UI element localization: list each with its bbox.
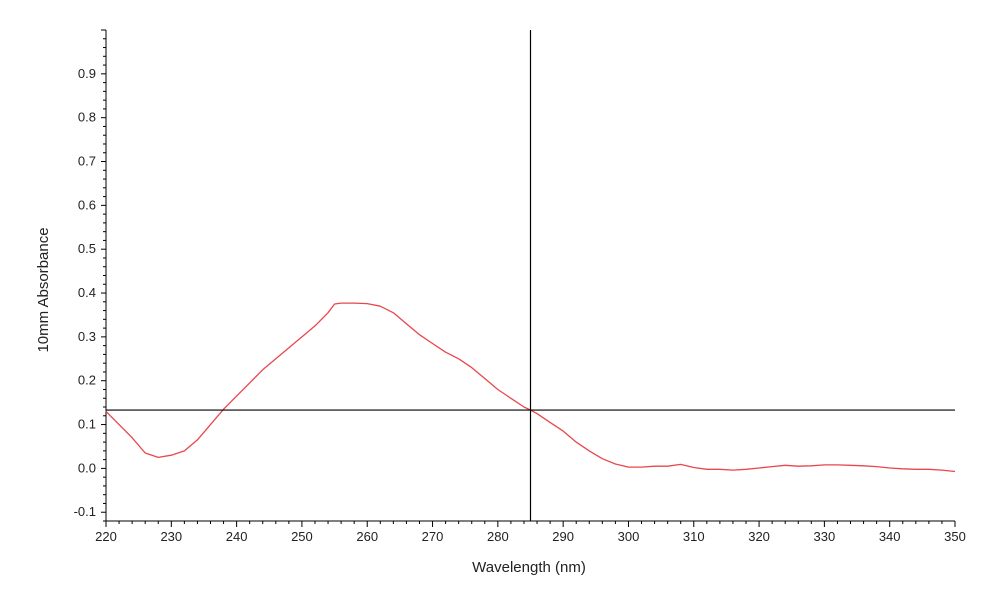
y-tick-label: 0.2	[78, 373, 96, 388]
ticks	[101, 29, 956, 527]
y-tick-label: 0.4	[78, 285, 96, 300]
tick-labels: -0.1 0.0 0.1 0.2 0.3 0.4 0.5 0.6 0.7 0.8 0.9 220 230…	[74, 66, 966, 544]
y-tick-label: 0.9	[78, 66, 96, 81]
y-tick-label: 0.1	[78, 417, 96, 432]
y-tick-label: 0.5	[78, 241, 96, 256]
y-tick-label: 0.7	[78, 154, 96, 169]
series	[105, 302, 956, 473]
x-tick-label: 340	[879, 529, 901, 544]
x-tick-label: 300	[618, 529, 640, 544]
y-tick-label: -0.1	[74, 504, 96, 519]
y-tick-label: 0.0	[78, 460, 96, 475]
y-axis-label: 10mm Absorbance	[35, 227, 52, 352]
x-tick-label: 230	[160, 529, 182, 544]
y-tick-label: 0.3	[78, 329, 96, 344]
absorbance-line	[105, 302, 956, 473]
x-tick-label: 240	[226, 529, 248, 544]
x-tick-label: 270	[422, 529, 444, 544]
x-tick-label: 290	[552, 529, 574, 544]
x-tick-label: 220	[95, 529, 117, 544]
x-tick-label: 310	[683, 529, 705, 544]
x-tick-label: 250	[291, 529, 313, 544]
x-axis-label: Wavelength (nm)	[472, 559, 586, 576]
x-tick-label: 350	[944, 529, 966, 544]
y-tick-label: 0.8	[78, 110, 96, 125]
x-tick-label: 280	[487, 529, 509, 544]
x-tick-label: 260	[356, 529, 378, 544]
y-tick-label: 0.6	[78, 197, 96, 212]
x-tick-label: 320	[748, 529, 770, 544]
cursor	[106, 30, 955, 521]
x-tick-label: 330	[814, 529, 836, 544]
